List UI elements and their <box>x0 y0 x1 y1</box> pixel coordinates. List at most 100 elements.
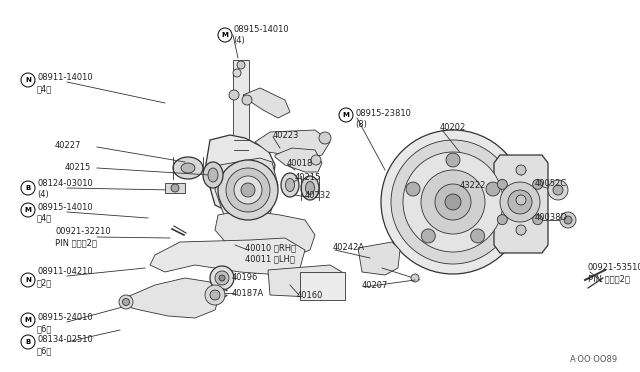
Text: 40010 （RH）: 40010 （RH） <box>245 244 296 253</box>
Text: M: M <box>24 317 31 323</box>
Polygon shape <box>215 210 315 258</box>
Circle shape <box>497 179 508 189</box>
Text: 40223: 40223 <box>273 131 300 140</box>
Text: （4）: （4） <box>37 84 52 93</box>
Text: M: M <box>24 207 31 213</box>
Circle shape <box>435 184 471 220</box>
Text: 40202: 40202 <box>440 124 467 132</box>
Circle shape <box>411 274 419 282</box>
Text: 40160: 40160 <box>297 291 323 299</box>
Bar <box>300 272 345 300</box>
Circle shape <box>516 195 526 205</box>
Ellipse shape <box>173 157 203 179</box>
Text: 40232: 40232 <box>305 190 332 199</box>
Text: 40052C: 40052C <box>535 179 567 187</box>
Polygon shape <box>243 88 290 118</box>
Circle shape <box>403 152 503 252</box>
Circle shape <box>406 182 420 196</box>
Circle shape <box>421 170 485 234</box>
Circle shape <box>171 184 179 192</box>
Polygon shape <box>205 135 275 215</box>
Polygon shape <box>255 130 330 158</box>
Polygon shape <box>358 242 400 275</box>
Circle shape <box>497 215 508 225</box>
Text: （4）: （4） <box>37 214 52 222</box>
Circle shape <box>548 180 568 200</box>
Circle shape <box>241 183 255 197</box>
Text: 08915-14010: 08915-14010 <box>233 26 289 35</box>
Circle shape <box>311 155 321 165</box>
Circle shape <box>508 190 532 214</box>
Circle shape <box>218 28 232 42</box>
Circle shape <box>421 229 435 243</box>
Text: 40207: 40207 <box>362 280 388 289</box>
Circle shape <box>122 298 129 305</box>
Polygon shape <box>275 148 322 172</box>
Bar <box>165 183 185 193</box>
Circle shape <box>319 132 331 144</box>
Text: B: B <box>26 185 31 191</box>
Ellipse shape <box>208 168 218 182</box>
Circle shape <box>229 90 239 100</box>
Text: (4): (4) <box>37 189 49 199</box>
Text: （2）: （2） <box>37 279 52 288</box>
Ellipse shape <box>181 163 195 173</box>
Text: 40215: 40215 <box>65 164 92 173</box>
Text: 08915-24010: 08915-24010 <box>37 314 93 323</box>
Circle shape <box>226 168 270 212</box>
Circle shape <box>21 313 35 327</box>
Circle shape <box>210 266 234 290</box>
Circle shape <box>219 275 225 281</box>
Text: (8): (8) <box>355 119 367 128</box>
Polygon shape <box>120 278 220 318</box>
Ellipse shape <box>305 182 314 195</box>
Text: 40038D: 40038D <box>535 214 568 222</box>
Circle shape <box>381 130 525 274</box>
Text: 00921-32210: 00921-32210 <box>55 228 111 237</box>
Polygon shape <box>215 158 278 225</box>
Circle shape <box>516 165 526 175</box>
Text: 08915-14010: 08915-14010 <box>37 202 93 212</box>
Text: (4): (4) <box>233 36 244 45</box>
Polygon shape <box>268 265 342 298</box>
Text: 08911-04210: 08911-04210 <box>37 267 93 276</box>
Text: N: N <box>25 77 31 83</box>
Polygon shape <box>494 155 548 253</box>
Text: 40018: 40018 <box>287 158 314 167</box>
Text: N: N <box>25 277 31 283</box>
Text: A·OO·OO89: A·OO·OO89 <box>570 356 618 365</box>
Circle shape <box>21 273 35 287</box>
Text: 08134-02510: 08134-02510 <box>37 336 93 344</box>
Text: 08915-23810: 08915-23810 <box>355 109 411 118</box>
Text: M: M <box>342 112 349 118</box>
Text: 40242A: 40242A <box>333 244 365 253</box>
Ellipse shape <box>203 162 223 188</box>
Text: 40011 （LH）: 40011 （LH） <box>245 254 295 263</box>
Circle shape <box>233 69 241 77</box>
Text: M: M <box>221 32 228 38</box>
Text: 43222: 43222 <box>460 180 486 189</box>
Circle shape <box>21 73 35 87</box>
Circle shape <box>532 215 543 225</box>
Circle shape <box>470 229 484 243</box>
Text: PIN ピン（2）: PIN ピン（2） <box>588 275 630 283</box>
Circle shape <box>119 295 133 309</box>
Text: 40187A: 40187A <box>232 289 264 298</box>
Text: 40227: 40227 <box>55 141 81 150</box>
Circle shape <box>500 182 540 222</box>
Circle shape <box>234 176 262 204</box>
Circle shape <box>21 335 35 349</box>
Circle shape <box>237 61 245 69</box>
Text: B: B <box>26 339 31 345</box>
Text: 08124-03010: 08124-03010 <box>37 179 93 187</box>
Ellipse shape <box>285 179 294 192</box>
Text: （6）: （6） <box>37 346 52 356</box>
Circle shape <box>218 160 278 220</box>
Circle shape <box>560 212 576 228</box>
Circle shape <box>210 290 220 300</box>
Text: 08911-14010: 08911-14010 <box>37 74 93 83</box>
Circle shape <box>553 185 563 195</box>
Circle shape <box>516 225 526 235</box>
Text: 00921-53510: 00921-53510 <box>588 263 640 273</box>
Ellipse shape <box>281 173 299 197</box>
